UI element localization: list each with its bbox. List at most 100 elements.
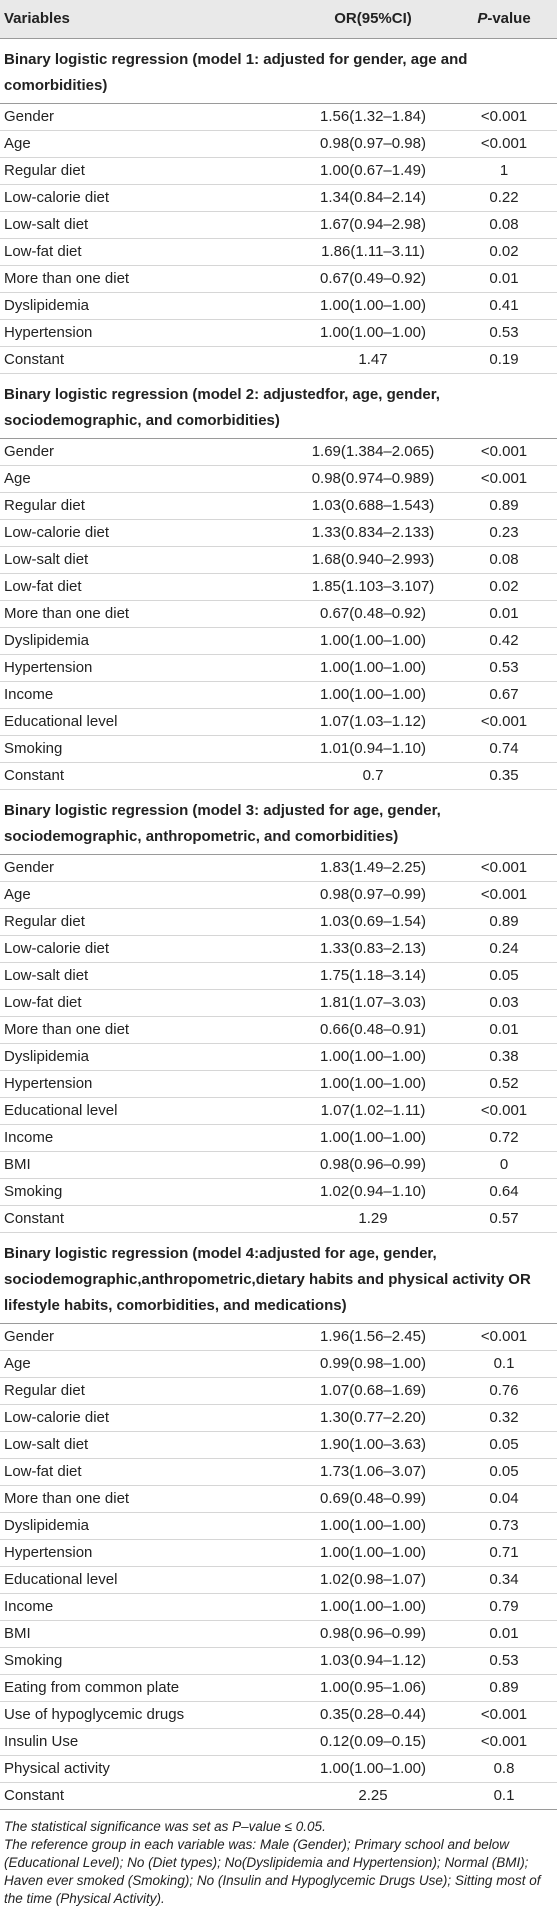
or-ci-cell: 0.69(0.48–0.99) bbox=[295, 1485, 451, 1513]
variable-cell: Low-salt diet bbox=[0, 211, 295, 239]
variable-cell: Smoking bbox=[0, 735, 295, 763]
variable-cell: More than one diet bbox=[0, 1485, 295, 1513]
table-row: Regular diet 1.03(0.688–1.543) 0.89 bbox=[0, 492, 557, 520]
table-row: Regular diet 1.00(0.67–1.49) 1 bbox=[0, 157, 557, 185]
section-title: Binary logistic regression (model 1: adj… bbox=[0, 37, 557, 104]
variable-cell: Income bbox=[0, 681, 295, 709]
table-row: Educational level 1.02(0.98–1.07) 0.34 bbox=[0, 1566, 557, 1594]
p-value-cell: 0.01 bbox=[451, 265, 557, 293]
variable-cell: More than one diet bbox=[0, 265, 295, 293]
variable-cell: Gender bbox=[0, 103, 295, 131]
or-ci-cell: 0.35(0.28–0.44) bbox=[295, 1701, 451, 1729]
or-ci-cell: 1.33(0.83–2.13) bbox=[295, 935, 451, 963]
variable-cell: Regular diet bbox=[0, 1377, 295, 1405]
header-p-suffix: -value bbox=[487, 10, 531, 28]
p-value-cell: 0.38 bbox=[451, 1043, 557, 1071]
header-p-value: P-value bbox=[451, 0, 557, 39]
p-value-cell: 0.01 bbox=[451, 1016, 557, 1044]
variable-cell: More than one diet bbox=[0, 600, 295, 628]
p-value-cell: 0.53 bbox=[451, 654, 557, 682]
p-value-cell: <0.001 bbox=[451, 103, 557, 131]
table-row: More than one diet 0.67(0.48–0.92) 0.01 bbox=[0, 600, 557, 628]
or-ci-cell: 1.34(0.84–2.14) bbox=[295, 184, 451, 212]
variable-cell: Smoking bbox=[0, 1647, 295, 1675]
variable-cell: Low-calorie diet bbox=[0, 935, 295, 963]
or-ci-cell: 1.00(0.95–1.06) bbox=[295, 1674, 451, 1702]
table-row: Dyslipidemia 1.00(1.00–1.00) 0.42 bbox=[0, 627, 557, 655]
footnote-significance: The statistical significance was set as … bbox=[4, 1818, 326, 1834]
table-row: Low-salt diet 1.75(1.18–3.14) 0.05 bbox=[0, 962, 557, 990]
or-ci-cell: 1.86(1.11–3.11) bbox=[295, 238, 451, 266]
p-value-cell: 0.74 bbox=[451, 735, 557, 763]
header-or-ci: OR(95%CI) bbox=[295, 0, 451, 39]
variable-cell: More than one diet bbox=[0, 1016, 295, 1044]
or-ci-cell: 1.00(1.00–1.00) bbox=[295, 319, 451, 347]
p-value-cell: 0.73 bbox=[451, 1512, 557, 1540]
or-ci-cell: 1.33(0.834–2.133) bbox=[295, 519, 451, 547]
variable-cell: Low-fat diet bbox=[0, 238, 295, 266]
regression-table: Variables OR(95%CI) P-value Binary logis… bbox=[0, 0, 557, 1810]
or-ci-cell: 0.98(0.96–0.99) bbox=[295, 1151, 451, 1179]
table-row: Low-fat diet 1.81(1.07–3.03) 0.03 bbox=[0, 989, 557, 1017]
p-value-cell: <0.001 bbox=[451, 881, 557, 909]
p-value-cell: 0.02 bbox=[451, 573, 557, 601]
table-row: Dyslipidemia 1.00(1.00–1.00) 0.41 bbox=[0, 292, 557, 320]
p-value-cell: 0.1 bbox=[451, 1350, 557, 1378]
p-value-cell: 0.57 bbox=[451, 1205, 557, 1233]
variable-cell: Low-salt diet bbox=[0, 546, 295, 574]
or-ci-cell: 0.98(0.97–0.99) bbox=[295, 881, 451, 909]
p-value-cell: 0.8 bbox=[451, 1755, 557, 1783]
or-ci-cell: 1.73(1.06–3.07) bbox=[295, 1458, 451, 1486]
or-ci-cell: 1.67(0.94–2.98) bbox=[295, 211, 451, 239]
or-ci-cell: 1.03(0.69–1.54) bbox=[295, 908, 451, 936]
section-header-row: Binary logistic regression (model 1: adj… bbox=[0, 37, 557, 104]
table-row: Age 0.99(0.98–1.00) 0.1 bbox=[0, 1350, 557, 1378]
or-ci-cell: 0.98(0.96–0.99) bbox=[295, 1620, 451, 1648]
p-value-cell: <0.001 bbox=[451, 465, 557, 493]
or-ci-cell: 0.7 bbox=[295, 762, 451, 790]
variable-cell: Eating from common plate bbox=[0, 1674, 295, 1702]
or-ci-cell: 0.67(0.48–0.92) bbox=[295, 600, 451, 628]
or-ci-cell: 0.98(0.97–0.98) bbox=[295, 130, 451, 158]
or-ci-cell: 1.00(1.00–1.00) bbox=[295, 1593, 451, 1621]
or-ci-cell: 1.00(1.00–1.00) bbox=[295, 1070, 451, 1098]
or-ci-cell: 0.12(0.09–0.15) bbox=[295, 1728, 451, 1756]
table-body: Binary logistic regression (model 1: adj… bbox=[0, 37, 557, 1810]
or-ci-cell: 1.07(1.03–1.12) bbox=[295, 708, 451, 736]
p-value-cell: 0.03 bbox=[451, 989, 557, 1017]
variable-cell: Low-calorie diet bbox=[0, 184, 295, 212]
table-footnotes: The statistical significance was set as … bbox=[0, 1810, 557, 1908]
or-ci-cell: 0.67(0.49–0.92) bbox=[295, 265, 451, 293]
p-value-cell: 0.53 bbox=[451, 1647, 557, 1675]
table-row: Low-salt diet 1.90(1.00–3.63) 0.05 bbox=[0, 1431, 557, 1459]
variable-cell: Educational level bbox=[0, 708, 295, 736]
p-value-cell: <0.001 bbox=[451, 130, 557, 158]
or-ci-cell: 1.30(0.77–2.20) bbox=[295, 1404, 451, 1432]
or-ci-cell: 0.66(0.48–0.91) bbox=[295, 1016, 451, 1044]
variable-cell: Physical activity bbox=[0, 1755, 295, 1783]
variable-cell: Age bbox=[0, 881, 295, 909]
or-ci-cell: 1.00(1.00–1.00) bbox=[295, 681, 451, 709]
table-row: Regular diet 1.03(0.69–1.54) 0.89 bbox=[0, 908, 557, 936]
p-value-cell: 0.24 bbox=[451, 935, 557, 963]
p-value-cell: 0.02 bbox=[451, 238, 557, 266]
variable-cell: Dyslipidemia bbox=[0, 292, 295, 320]
p-value-cell: 0.22 bbox=[451, 184, 557, 212]
table-row: Constant 1.29 0.57 bbox=[0, 1205, 557, 1233]
table-row: Hypertension 1.00(1.00–1.00) 0.52 bbox=[0, 1070, 557, 1098]
or-ci-cell: 1.47 bbox=[295, 346, 451, 374]
variable-cell: Age bbox=[0, 130, 295, 158]
section-title: Binary logistic regression (model 3: adj… bbox=[0, 788, 557, 855]
variable-cell: Low-fat diet bbox=[0, 1458, 295, 1486]
variable-cell: Low-salt diet bbox=[0, 962, 295, 990]
p-value-cell: 0.41 bbox=[451, 292, 557, 320]
p-value-cell: 0.01 bbox=[451, 1620, 557, 1648]
p-value-cell: 0.53 bbox=[451, 319, 557, 347]
p-value-cell: 0.19 bbox=[451, 346, 557, 374]
or-ci-cell: 1.01(0.94–1.10) bbox=[295, 735, 451, 763]
table-row: Smoking 1.03(0.94–1.12) 0.53 bbox=[0, 1647, 557, 1675]
section-title: Binary logistic regression (model 2: adj… bbox=[0, 372, 557, 439]
p-value-cell: 0.72 bbox=[451, 1124, 557, 1152]
table-row: More than one diet 0.66(0.48–0.91) 0.01 bbox=[0, 1016, 557, 1044]
variable-cell: Constant bbox=[0, 346, 295, 374]
